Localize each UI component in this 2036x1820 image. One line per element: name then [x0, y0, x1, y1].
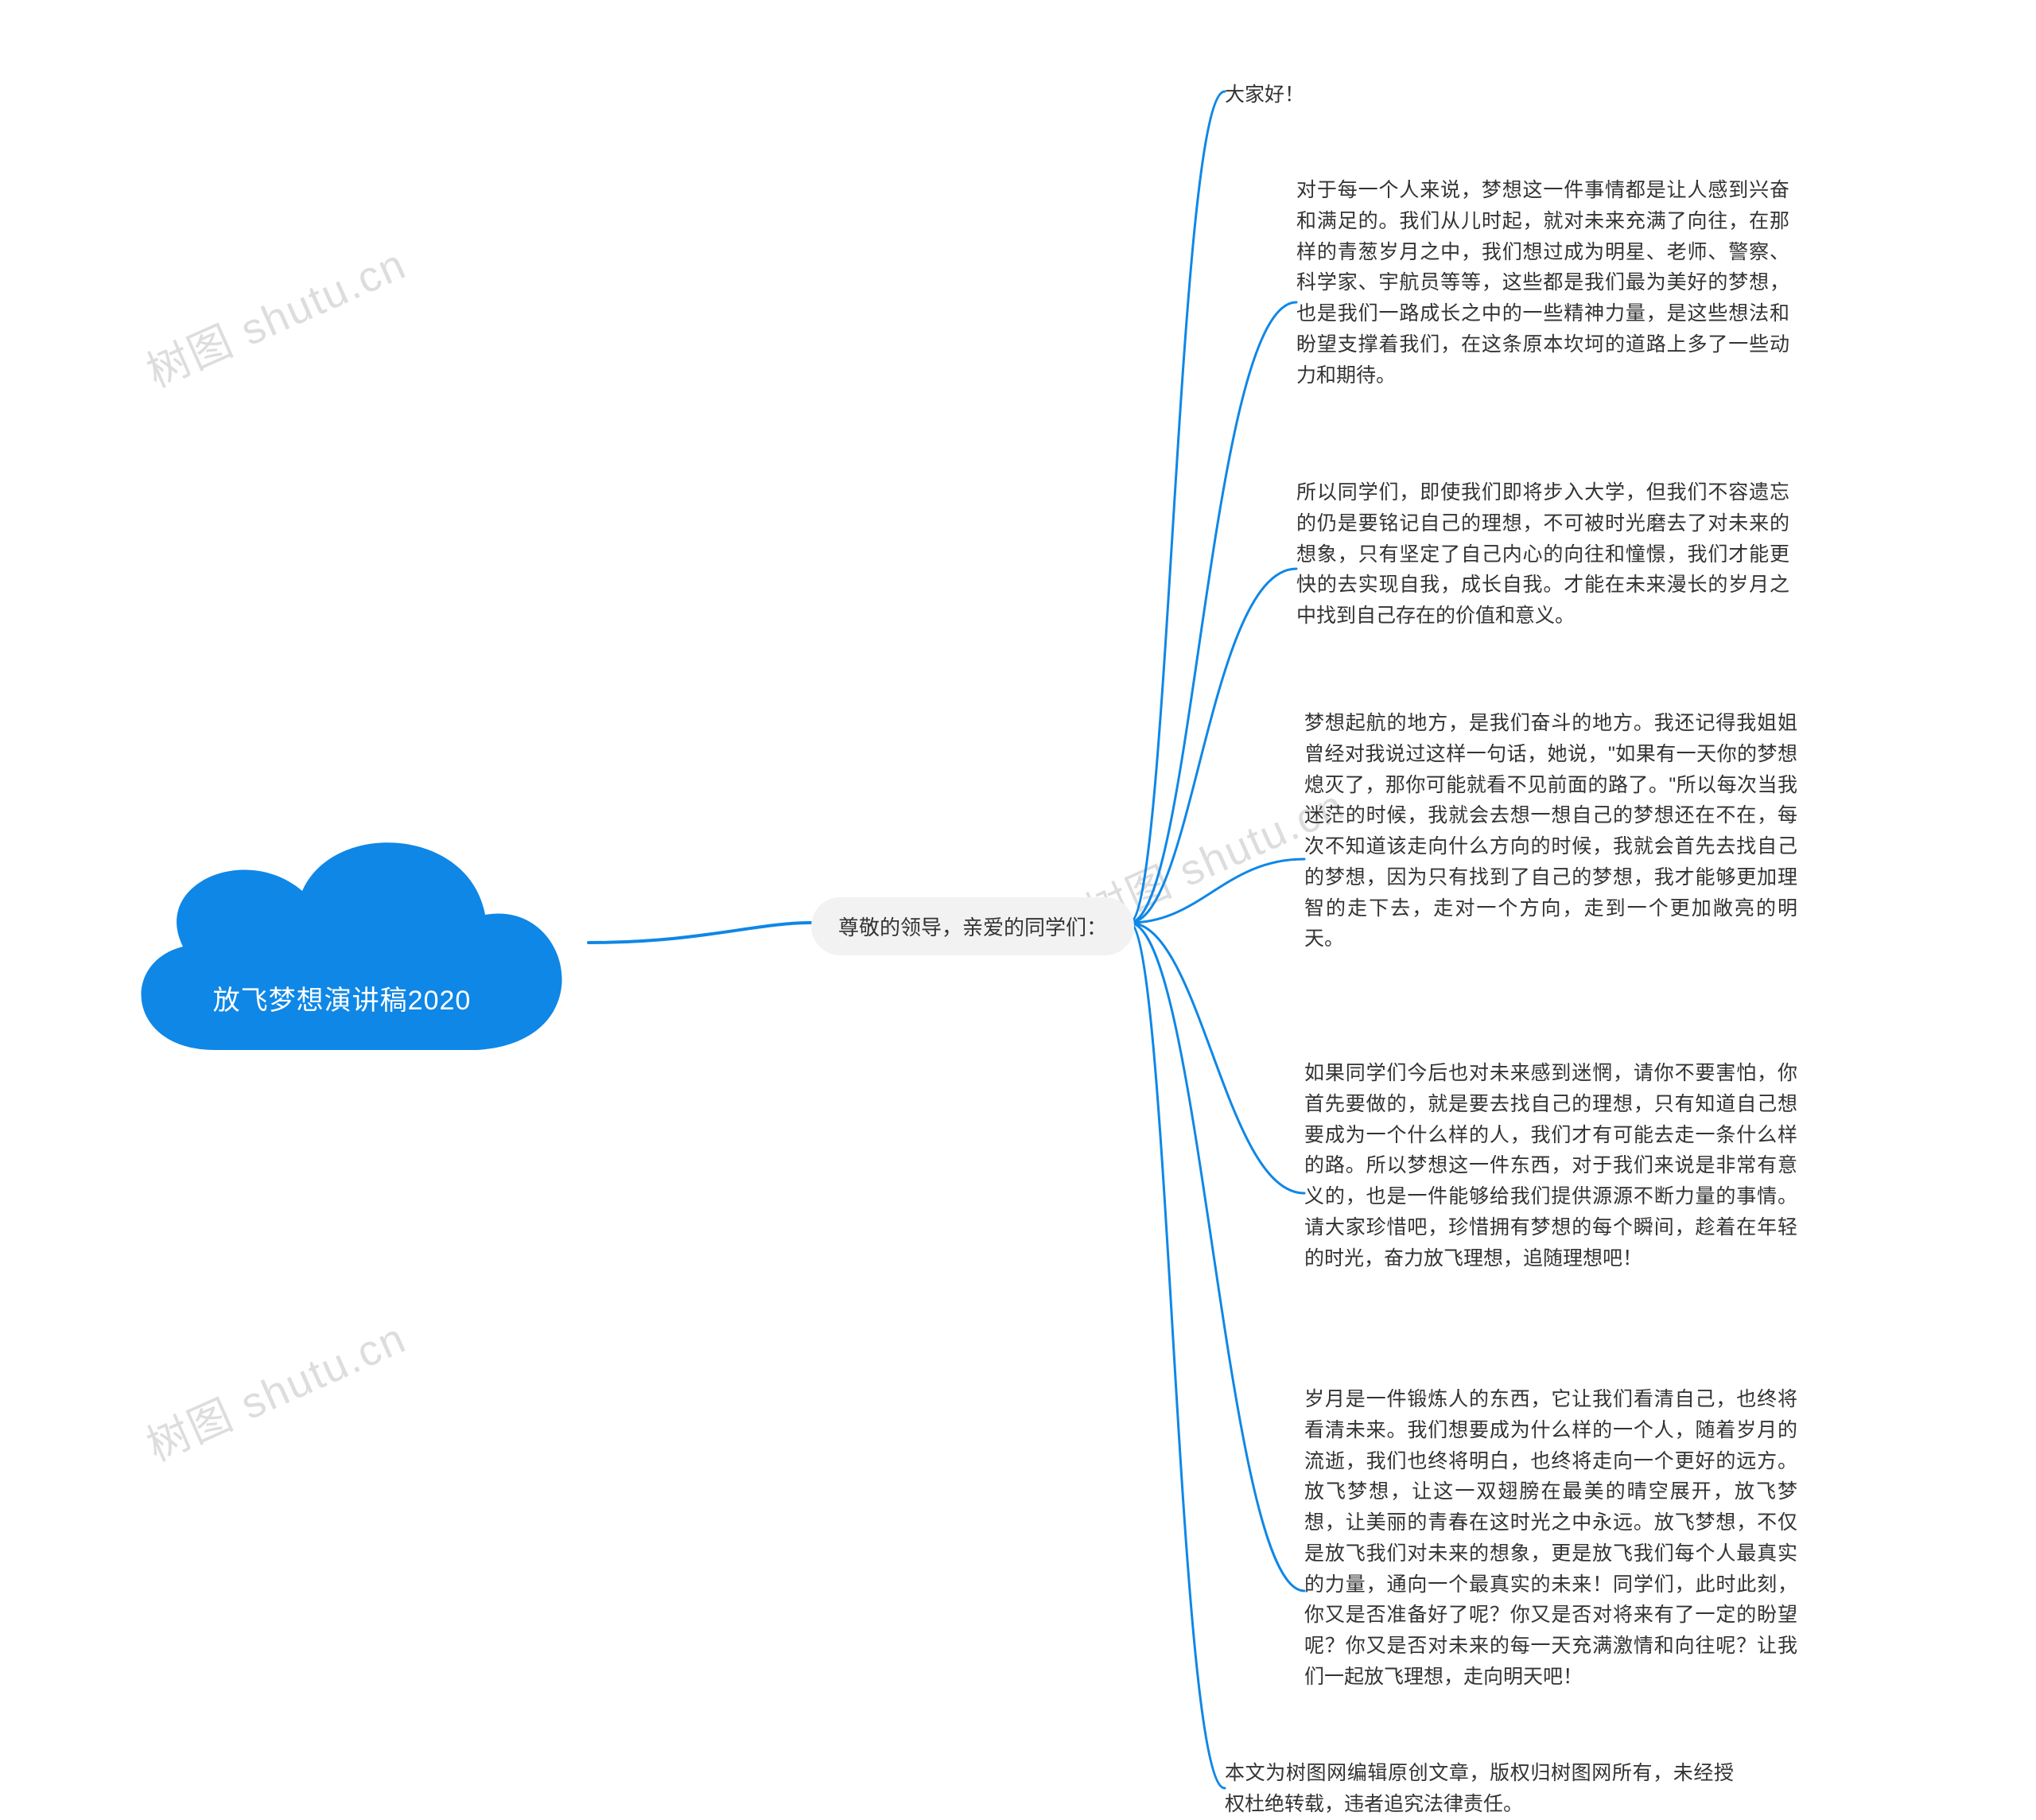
edge-credit [1129, 923, 1225, 1788]
watermark-2: 树图 shutu.cn [135, 1303, 414, 1473]
leaf-p3[interactable]: 梦想起航的地方，是我们奋斗的地方。我还记得我姐姐曾经对我说过这样一句话，她说，"… [1304, 708, 1797, 955]
leaf-credit[interactable]: 本文为树图网编辑原创文章，版权归树图网所有，未经授权杜绝转载，违者追究法律责任。 [1225, 1758, 1734, 1820]
cloud-icon [95, 788, 589, 1106]
edge-mid [589, 923, 811, 943]
root-label: 放飞梦想演讲稿2020 [95, 978, 589, 1017]
edge-greet [1129, 91, 1225, 923]
edge-p1 [1129, 302, 1296, 923]
leaf-p1[interactable]: 对于每一个人来说，梦想这一件事情都是让人感到兴奋和满足的。我们从儿时起，就对未来… [1296, 175, 1789, 391]
leaf-p2[interactable]: 所以同学们，即使我们即将步入大学，但我们不容遗忘的仍是要铭记自己的理想，不可被时… [1296, 477, 1789, 632]
watermark-1: 树图 shutu.cn [135, 229, 414, 399]
leaf-p5[interactable]: 岁月是一件锻炼人的东西，它让我们看清自己，也终将看清未来。我们想要成为什么样的一… [1304, 1384, 1797, 1693]
edge-p2 [1129, 569, 1296, 923]
leaf-greet[interactable]: 大家好！ [1225, 80, 1734, 111]
edge-p3 [1129, 859, 1304, 923]
mindmap-stage: 树图 shutu.cn 树图 shutu.cn 树图 shutu.cn 放飞梦想… [0, 0, 2036, 1802]
edge-p5 [1129, 923, 1304, 1591]
edge-p4 [1129, 923, 1304, 1193]
mid-node[interactable]: 尊敬的领导，亲爱的同学们： [811, 897, 1134, 955]
leaf-p4[interactable]: 如果同学们今后也对未来感到迷惘，请你不要害怕，你首先要做的，就是要去找自己的理想… [1304, 1058, 1797, 1274]
root-node[interactable]: 放飞梦想演讲稿2020 [95, 788, 589, 1106]
